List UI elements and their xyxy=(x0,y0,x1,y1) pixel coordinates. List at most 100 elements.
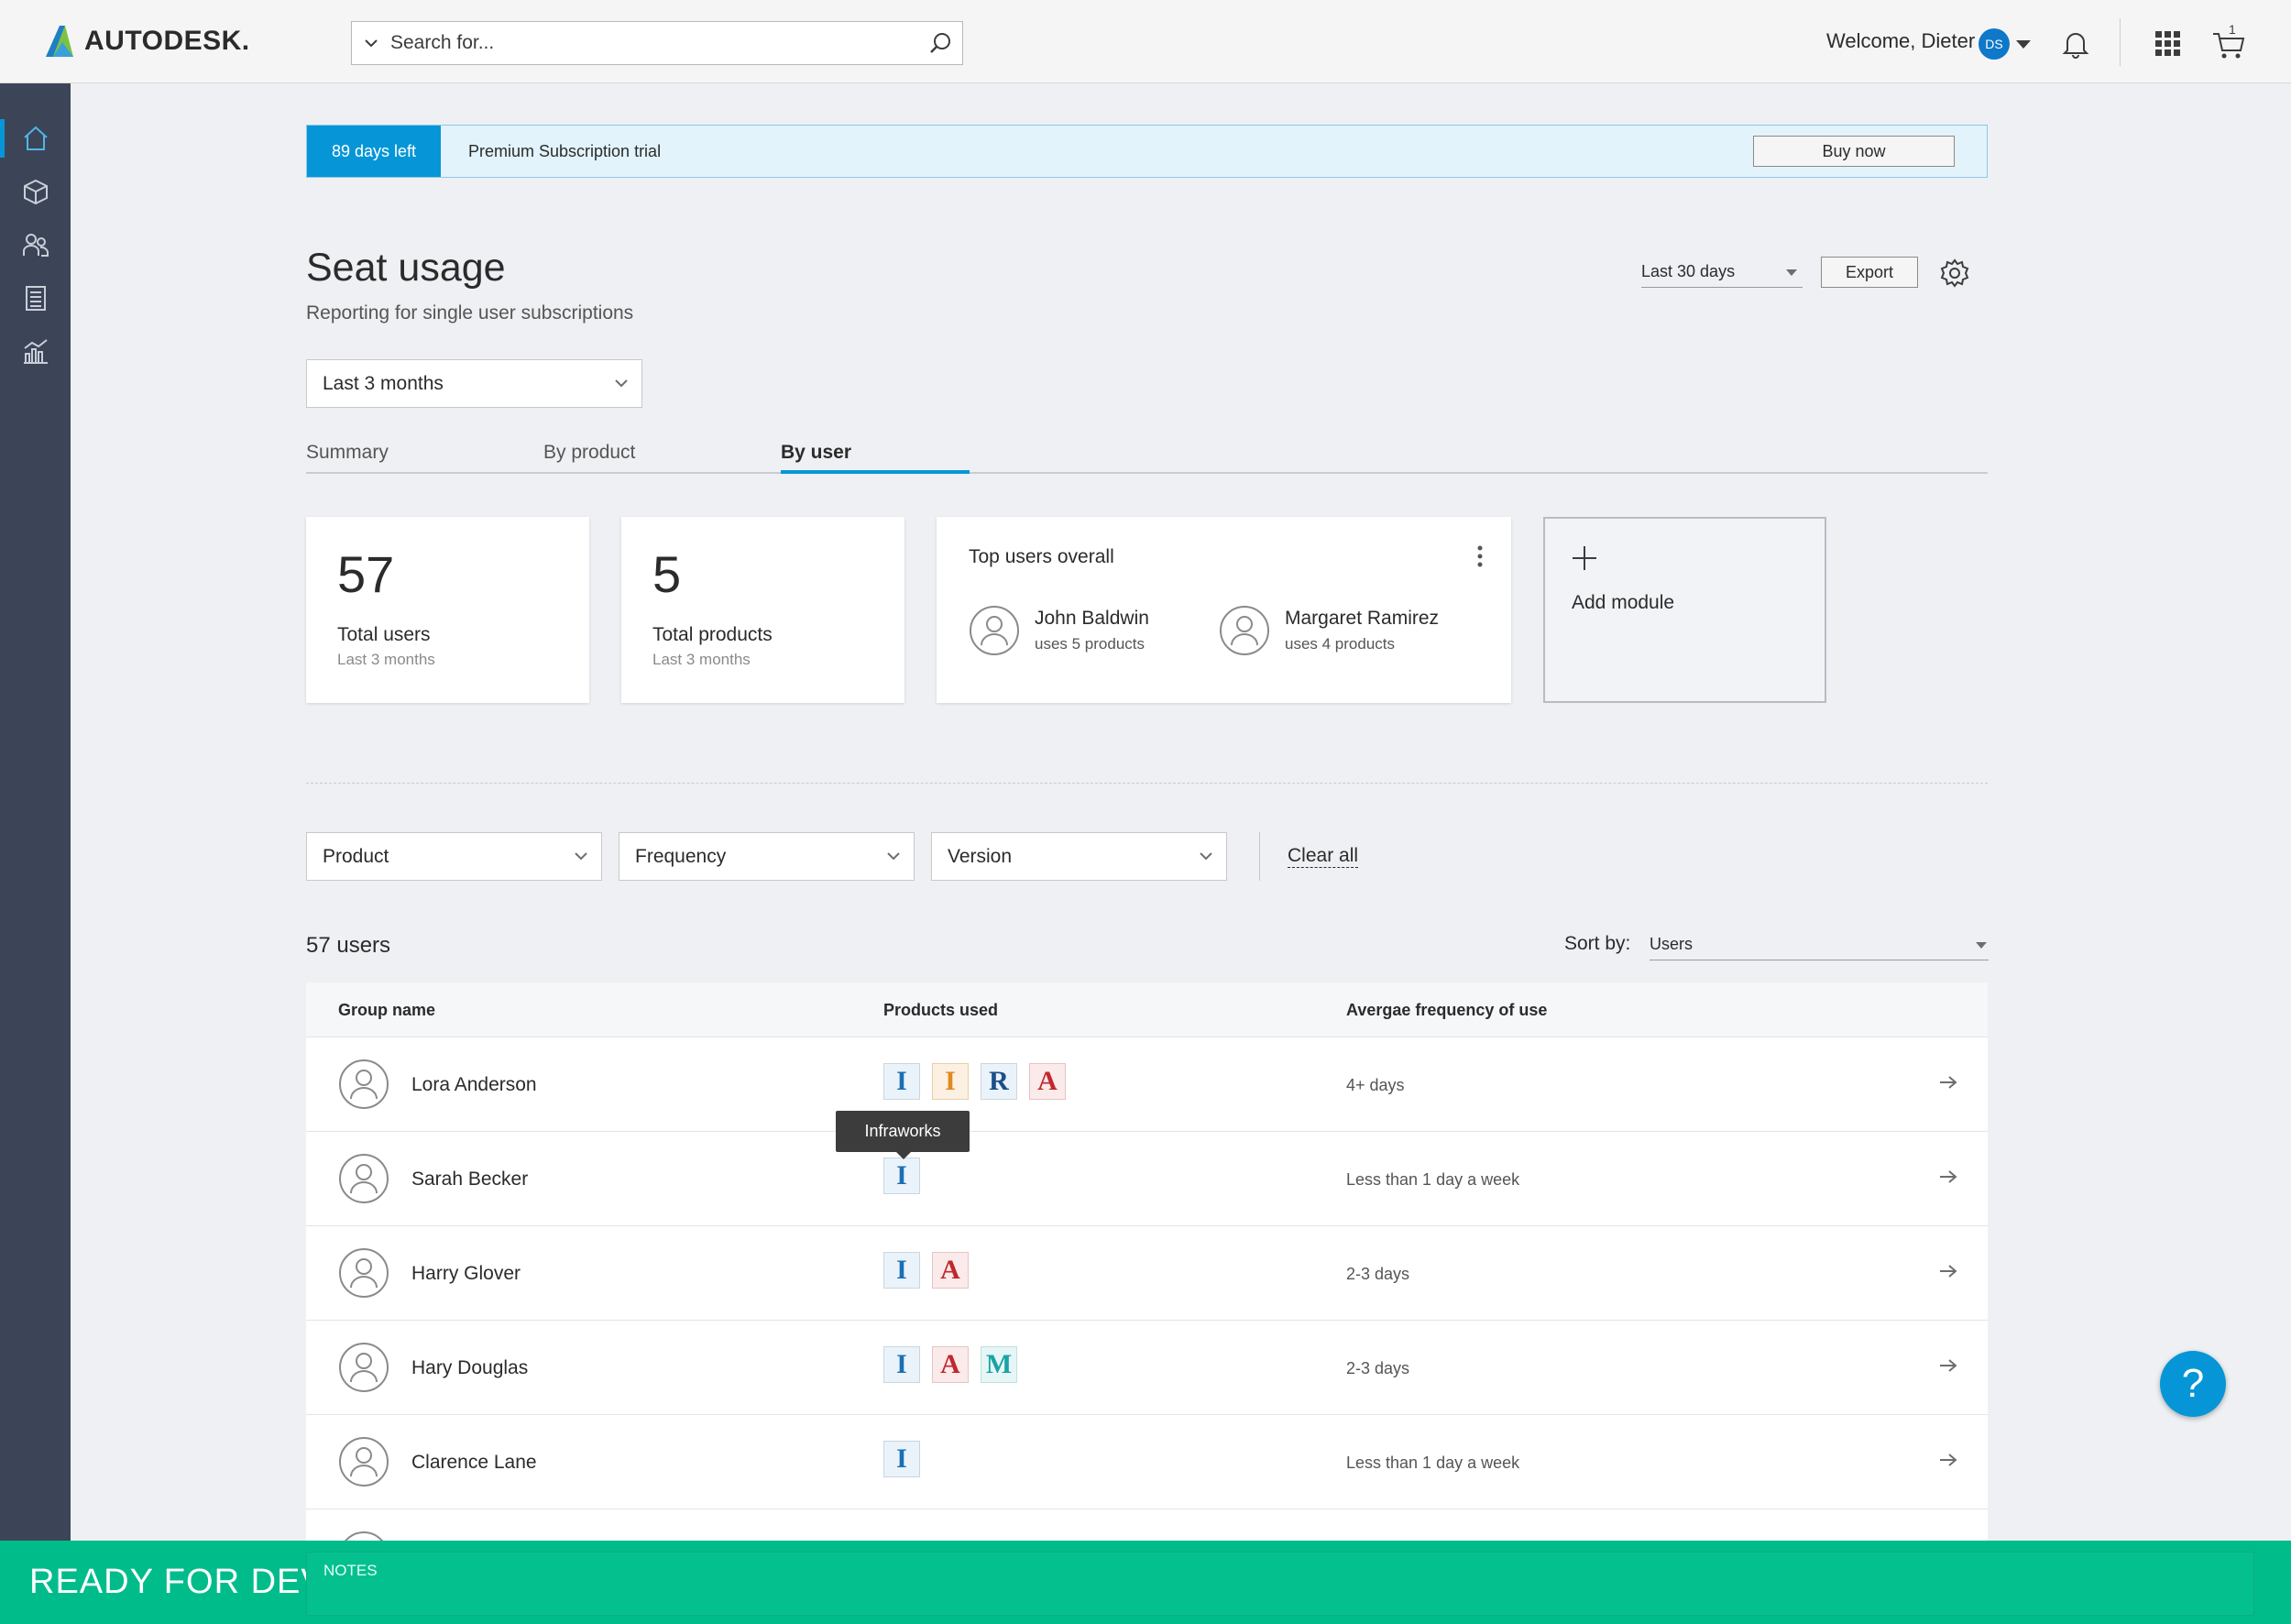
period-select[interactable]: Last 3 months xyxy=(306,359,642,408)
chevron-down-icon xyxy=(365,39,378,48)
plus-icon xyxy=(1573,546,1596,570)
search-scope-dropdown[interactable] xyxy=(352,22,390,64)
users-icon xyxy=(22,234,49,257)
sidebar-item-home[interactable] xyxy=(0,112,71,165)
top-header: AUTODESK. Welcome, Dieter DS 1 xyxy=(0,0,2291,83)
product-icon[interactable]: A xyxy=(932,1252,969,1289)
cart-count: 1 xyxy=(2229,22,2236,37)
table-header: Group name Products used Avergae frequen… xyxy=(306,982,1988,1037)
product-icon[interactable]: A xyxy=(1029,1063,1066,1100)
usage-frequency: Less than 1 day a week xyxy=(1346,1170,1520,1189)
products-used-header[interactable]: Products used xyxy=(883,1001,999,1019)
total-products-sub: Last 3 months xyxy=(652,651,751,668)
sort-select[interactable]: Users xyxy=(1650,931,1989,960)
frequency-filter[interactable]: Frequency xyxy=(619,832,915,881)
user-name[interactable]: Lora Anderson xyxy=(411,1074,537,1095)
search-input[interactable] xyxy=(390,32,918,54)
arrow-right-icon[interactable] xyxy=(1938,1263,1958,1279)
sidebar-item-users[interactable] xyxy=(0,218,71,271)
export-button[interactable]: Export xyxy=(1821,257,1918,288)
date-range-select[interactable]: Last 30 days xyxy=(1641,258,1803,288)
settings-button[interactable] xyxy=(1938,257,1971,290)
buy-now-button[interactable]: Buy now xyxy=(1753,136,1955,167)
table-row[interactable]: Sarah Becker I Less than 1 day a week xyxy=(306,1132,1988,1226)
user-count: 57 users xyxy=(306,933,391,958)
group-name-header[interactable]: Group name xyxy=(338,1001,436,1019)
top-user-item[interactable]: Margaret Ramirez uses 4 products xyxy=(1219,605,1439,656)
arrow-right-icon[interactable] xyxy=(1938,1452,1958,1468)
tab-by-product[interactable]: By product xyxy=(543,442,636,463)
product-icon[interactable]: M xyxy=(981,1346,1017,1383)
product-icon[interactable]: A xyxy=(932,1346,969,1383)
table-row[interactable]: Hary Douglas I A M 2-3 days xyxy=(306,1321,1988,1415)
user-name[interactable]: Clarence Lane xyxy=(411,1452,537,1473)
user-avatar-icon xyxy=(339,1154,389,1203)
top-users-title: Top users overall xyxy=(969,546,1114,567)
report-tabs: Summary By product By user xyxy=(306,438,1988,474)
user-avatar-icon xyxy=(339,1248,389,1298)
table-row[interactable]: Harry Glover I A 2-3 days xyxy=(306,1226,1988,1321)
top-user-item[interactable]: John Baldwin uses 5 products xyxy=(969,605,1149,656)
user-name[interactable]: Hary Douglas xyxy=(411,1357,529,1378)
box-icon xyxy=(23,179,48,205)
total-products-card: 5 Total products Last 3 months xyxy=(621,517,904,703)
table-row[interactable]: Clarence Lane I Less than 1 day a week xyxy=(306,1415,1988,1509)
product-icon[interactable]: I xyxy=(883,1158,920,1194)
sidebar-item-reports[interactable] xyxy=(0,324,71,378)
cart-button[interactable]: 1 xyxy=(2210,22,2247,62)
user-avatar[interactable]: DS xyxy=(1979,28,2010,60)
card-menu-button[interactable] xyxy=(1476,544,1484,573)
user-name[interactable]: Harry Glover xyxy=(411,1263,521,1284)
tab-by-user[interactable]: By user xyxy=(781,442,852,463)
user-name[interactable]: Sarah Becker xyxy=(411,1169,529,1190)
arrow-right-icon[interactable] xyxy=(1938,1169,1958,1185)
total-users-sub: Last 3 months xyxy=(337,651,435,668)
product-icon[interactable]: R xyxy=(981,1063,1017,1100)
chevron-down-icon xyxy=(615,379,628,388)
sidebar-item-billing[interactable] xyxy=(0,271,71,324)
frequency-header[interactable]: Avergae frequency of use xyxy=(1346,1001,1548,1019)
header-divider xyxy=(2120,18,2121,66)
usage-frequency: 4+ days xyxy=(1346,1076,1405,1094)
product-icon[interactable]: I xyxy=(883,1063,920,1100)
notes-panel[interactable]: NOTES xyxy=(306,1552,2254,1616)
apps-grid-icon xyxy=(2155,31,2180,56)
product-filter[interactable]: Product xyxy=(306,832,602,881)
version-filter[interactable]: Version xyxy=(931,832,1227,881)
autodesk-logo[interactable]: AUTODESK. xyxy=(42,24,250,59)
frequency-filter-label: Frequency xyxy=(635,846,727,867)
search-button[interactable] xyxy=(918,22,962,64)
home-icon xyxy=(23,126,48,150)
days-left-badge: 89 days left xyxy=(307,126,441,177)
user-menu-caret-icon[interactable] xyxy=(2016,40,2031,49)
product-icon[interactable]: I xyxy=(883,1441,920,1477)
product-icon[interactable]: I xyxy=(883,1346,920,1383)
caret-down-icon xyxy=(1976,942,1987,949)
product-icon[interactable]: I xyxy=(932,1063,969,1100)
notes-label: NOTES xyxy=(323,1562,378,1579)
tab-summary[interactable]: Summary xyxy=(306,442,389,463)
usage-frequency: 2-3 days xyxy=(1346,1359,1410,1377)
clear-all-link[interactable]: Clear all xyxy=(1288,845,1359,868)
chart-icon xyxy=(23,339,48,364)
arrow-right-icon[interactable] xyxy=(1938,1074,1958,1091)
total-products-label: Total products xyxy=(652,624,773,645)
period-value: Last 3 months xyxy=(323,373,444,394)
apps-button[interactable] xyxy=(2150,26,2187,62)
table-row[interactable]: Lora Anderson I I R A 4+ days xyxy=(306,1037,1988,1132)
arrow-right-icon[interactable] xyxy=(1938,1357,1958,1374)
help-button[interactable]: ? xyxy=(2160,1351,2226,1417)
users-table: Group name Products used Avergae frequen… xyxy=(306,982,1988,1604)
product-icon[interactable]: I xyxy=(883,1252,920,1289)
notifications-button[interactable] xyxy=(2057,26,2094,62)
brand-name: AUTODESK. xyxy=(84,26,250,56)
version-filter-label: Version xyxy=(948,846,1013,867)
search-bar[interactable] xyxy=(351,21,963,65)
top-user-usage: uses 4 products xyxy=(1285,635,1396,653)
trial-label: Premium Subscription trial xyxy=(468,141,662,160)
page-title: Seat usage xyxy=(306,246,506,290)
add-module-card[interactable]: Add module xyxy=(1543,517,1826,703)
sidebar-item-products[interactable] xyxy=(0,165,71,218)
